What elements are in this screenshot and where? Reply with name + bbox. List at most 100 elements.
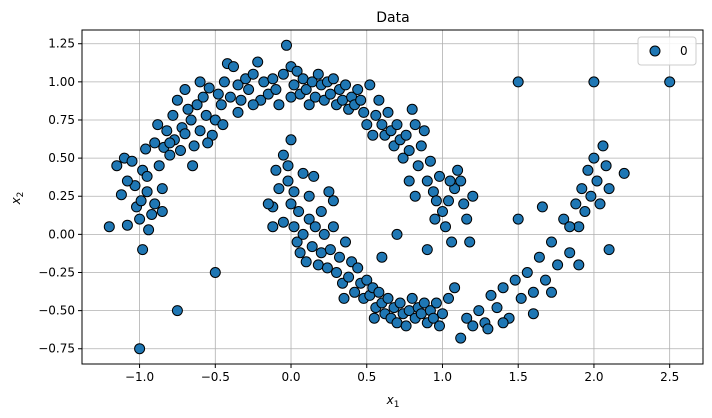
data-point bbox=[143, 224, 155, 236]
data-point bbox=[382, 292, 394, 304]
data-point bbox=[458, 198, 470, 210]
data-point bbox=[409, 190, 421, 202]
data-point bbox=[215, 99, 227, 111]
data-point bbox=[308, 170, 320, 182]
y-tick-label: −0.50 bbox=[38, 304, 75, 318]
y-tick-label: 0.25 bbox=[48, 189, 75, 203]
y-tick-label: 0.75 bbox=[48, 113, 75, 127]
data-point bbox=[521, 267, 533, 278]
data-point bbox=[228, 61, 239, 73]
data-point bbox=[373, 286, 385, 298]
data-point bbox=[455, 175, 467, 187]
data-point bbox=[141, 170, 153, 182]
x-axis-title: x1 bbox=[386, 393, 400, 410]
data-point bbox=[288, 221, 300, 233]
data-point bbox=[267, 221, 279, 233]
data-point bbox=[203, 82, 215, 94]
data-point bbox=[497, 317, 509, 329]
y-tick-label: 1.25 bbox=[48, 37, 75, 51]
data-point bbox=[400, 320, 412, 332]
data-point bbox=[546, 236, 557, 248]
data-point bbox=[594, 198, 606, 210]
data-point bbox=[121, 219, 133, 231]
data-point bbox=[149, 198, 161, 210]
data-point bbox=[491, 302, 503, 314]
data-point bbox=[597, 140, 609, 152]
data-point bbox=[243, 84, 255, 95]
data-point bbox=[291, 65, 303, 77]
data-point bbox=[455, 332, 467, 344]
data-point bbox=[103, 221, 115, 233]
data-point bbox=[293, 206, 305, 217]
data-point bbox=[361, 119, 373, 131]
data-point bbox=[224, 91, 236, 103]
data-point bbox=[409, 119, 421, 131]
axis-ticks: −1.0 −0.5 0.0 0.5 1.0 1.5 2.0 2.5 −0.75 −0.50 −0.2… bbox=[38, 37, 679, 384]
data-point bbox=[429, 213, 441, 225]
x-tick-label: 2.0 bbox=[584, 370, 603, 384]
data-point bbox=[191, 99, 203, 111]
data-point bbox=[134, 343, 146, 355]
data-point bbox=[334, 251, 345, 263]
data-point bbox=[358, 106, 370, 118]
data-point bbox=[137, 244, 149, 256]
data-point bbox=[452, 164, 464, 176]
data-point bbox=[324, 244, 336, 256]
data-point bbox=[570, 198, 582, 210]
data-point bbox=[464, 236, 476, 248]
data-point bbox=[434, 320, 445, 332]
data-point bbox=[187, 160, 199, 172]
data-point bbox=[185, 114, 197, 126]
data-point bbox=[218, 76, 230, 88]
data-point bbox=[527, 286, 539, 298]
data-point bbox=[297, 73, 309, 85]
data-point bbox=[306, 241, 318, 253]
data-point bbox=[277, 68, 289, 80]
data-point bbox=[323, 186, 335, 198]
x-tick-label: −1.0 bbox=[125, 370, 154, 384]
data-point bbox=[111, 160, 123, 172]
data-point bbox=[209, 267, 221, 278]
data-point bbox=[156, 206, 168, 217]
data-points bbox=[103, 39, 676, 355]
data-point bbox=[303, 190, 315, 202]
legend-label: 0 bbox=[680, 44, 688, 58]
data-point bbox=[164, 137, 176, 149]
data-point bbox=[277, 216, 289, 228]
data-point bbox=[188, 140, 200, 152]
data-point bbox=[200, 109, 212, 121]
chart-title: Data bbox=[376, 10, 409, 26]
data-point bbox=[467, 320, 479, 332]
data-point bbox=[434, 170, 445, 182]
data-point bbox=[282, 160, 294, 172]
data-point bbox=[364, 79, 376, 91]
data-point bbox=[585, 190, 597, 202]
data-point bbox=[509, 274, 521, 286]
data-point bbox=[415, 308, 427, 320]
data-point bbox=[217, 119, 229, 131]
data-point bbox=[164, 149, 176, 161]
data-point bbox=[430, 297, 442, 309]
legend-box bbox=[637, 36, 697, 66]
data-point bbox=[461, 213, 473, 225]
data-point bbox=[394, 297, 406, 309]
data-point bbox=[591, 175, 603, 187]
legend-marker bbox=[649, 45, 661, 57]
data-point bbox=[361, 274, 373, 286]
data-point bbox=[309, 91, 321, 103]
data-point bbox=[437, 206, 448, 217]
data-point bbox=[482, 323, 494, 335]
y-tick-label: 0.00 bbox=[48, 227, 75, 241]
data-point bbox=[156, 183, 168, 195]
data-point bbox=[152, 119, 164, 131]
data-point bbox=[312, 68, 324, 80]
data-point bbox=[418, 297, 430, 309]
data-point bbox=[247, 99, 259, 111]
data-point bbox=[235, 94, 247, 106]
x-tick-label: 2.5 bbox=[660, 370, 679, 384]
y-tick-label: 1.00 bbox=[48, 75, 75, 89]
data-point bbox=[540, 274, 551, 286]
data-point bbox=[179, 84, 191, 95]
data-point bbox=[443, 292, 454, 304]
data-point bbox=[197, 91, 209, 103]
